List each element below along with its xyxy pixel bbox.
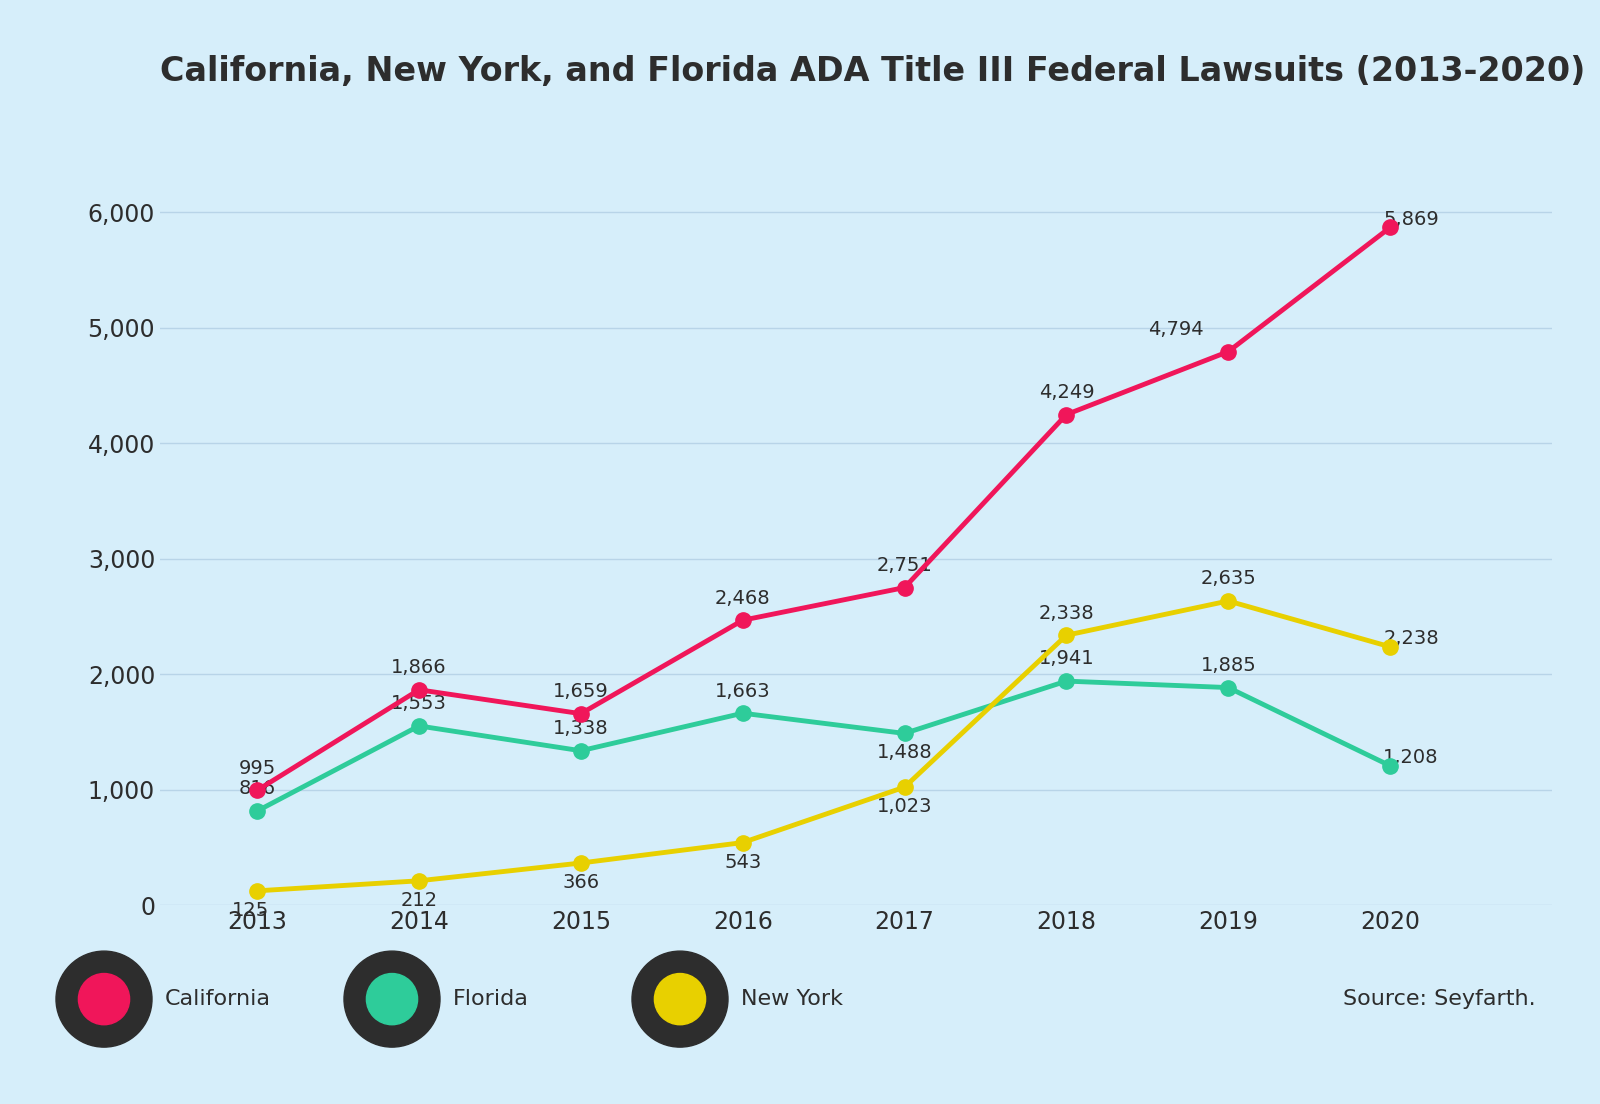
Text: 1,659: 1,659 xyxy=(554,682,608,701)
Text: 5,869: 5,869 xyxy=(1382,210,1438,229)
Text: 1,885: 1,885 xyxy=(1200,656,1256,675)
Text: 1,941: 1,941 xyxy=(1038,649,1094,668)
Text: Source: Seyfarth.: Source: Seyfarth. xyxy=(1344,989,1536,1009)
Text: 1,553: 1,553 xyxy=(390,694,446,713)
Text: New York: New York xyxy=(741,989,843,1009)
Text: 2,751: 2,751 xyxy=(877,556,933,575)
Text: 2,238: 2,238 xyxy=(1382,629,1438,648)
Text: 4,249: 4,249 xyxy=(1038,383,1094,402)
Text: Florida: Florida xyxy=(453,989,528,1009)
Text: 543: 543 xyxy=(725,852,762,871)
Text: 1,663: 1,663 xyxy=(715,681,771,701)
Text: California: California xyxy=(165,989,270,1009)
Text: 2,468: 2,468 xyxy=(715,588,771,607)
Text: 2,635: 2,635 xyxy=(1200,570,1256,588)
Text: 2,338: 2,338 xyxy=(1038,604,1094,623)
Text: 366: 366 xyxy=(562,873,600,892)
Text: 4,794: 4,794 xyxy=(1147,320,1203,339)
Text: California, New York, and Florida ADA Title III Federal Lawsuits (2013-2020): California, New York, and Florida ADA Ti… xyxy=(160,55,1586,88)
Text: 1,023: 1,023 xyxy=(877,797,933,816)
Text: 995: 995 xyxy=(238,758,275,777)
Text: 1,338: 1,338 xyxy=(554,719,608,739)
Text: 125: 125 xyxy=(232,901,269,920)
Text: 1,208: 1,208 xyxy=(1384,749,1438,767)
Text: 1,488: 1,488 xyxy=(877,743,933,763)
Text: 816: 816 xyxy=(238,779,275,798)
Text: 212: 212 xyxy=(400,891,437,910)
Text: 1,866: 1,866 xyxy=(390,658,446,677)
